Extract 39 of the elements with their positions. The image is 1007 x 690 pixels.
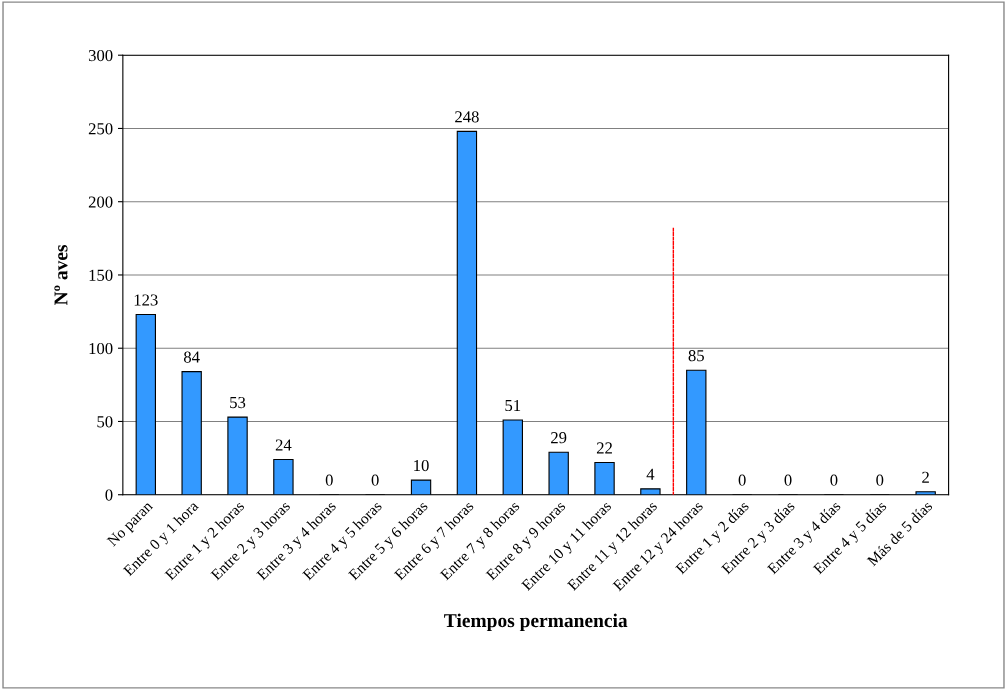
bar: [410, 479, 432, 495]
data-label: 123: [134, 294, 158, 306]
bar: [135, 313, 156, 495]
bar: [640, 488, 661, 495]
bar: [456, 130, 478, 495]
data-label: 0: [830, 474, 838, 486]
data-label: 51: [505, 399, 521, 412]
bar: [594, 461, 615, 495]
x-axis-title: Tiempos permanencia: [444, 613, 628, 632]
data-label: 0: [784, 474, 792, 486]
bar: [548, 451, 569, 495]
bar: [273, 459, 294, 495]
data-label: 29: [551, 432, 567, 444]
data-label: 0: [325, 474, 333, 486]
bar: [915, 491, 936, 495]
y-tick-label: 250: [88, 123, 113, 135]
bar: [181, 371, 202, 495]
y-axis-title: Nº aves: [54, 244, 68, 306]
data-label: 10: [414, 459, 429, 472]
data-label: 0: [738, 474, 746, 486]
y-tick-label: 150: [89, 269, 113, 281]
data-label: 53: [230, 396, 246, 409]
y-tick-label: 200: [88, 196, 113, 208]
y-tick-label: 50: [97, 416, 113, 428]
data-label: 24: [275, 439, 292, 451]
data-label: 4: [646, 468, 655, 480]
data-label: 22: [596, 442, 612, 454]
y-tick-label: 300: [88, 49, 113, 62]
data-label: 2: [922, 471, 929, 483]
bar: [227, 416, 248, 495]
y-tick-label: 0: [105, 489, 113, 501]
bar: [502, 419, 523, 495]
data-label: 85: [688, 350, 704, 362]
bar: [686, 369, 707, 495]
data-label: 0: [876, 474, 884, 486]
data-label: 248: [455, 111, 479, 123]
data-label: 0: [371, 474, 379, 486]
y-tick-label: 100: [89, 342, 113, 355]
data-label: 84: [183, 351, 200, 363]
